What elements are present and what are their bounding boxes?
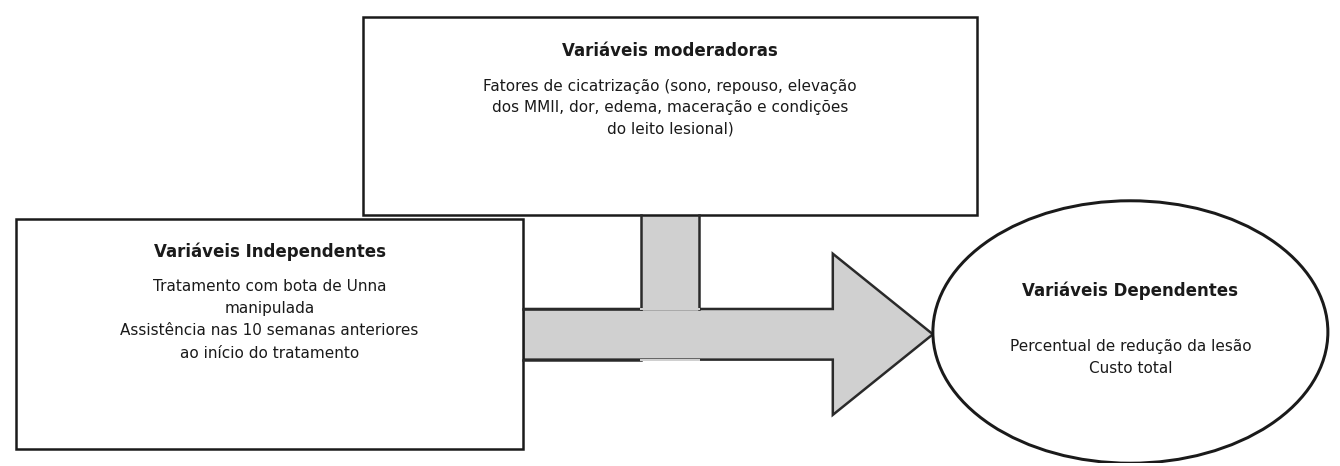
Text: Fatores de cicatrização (sono, repouso, elevação
dos MMII, dor, edema, maceração: Fatores de cicatrização (sono, repouso, … bbox=[484, 79, 856, 137]
Ellipse shape bbox=[933, 201, 1328, 463]
Text: Tratamento com bota de Unna
manipulada
Assistência nas 10 semanas anteriores
ao : Tratamento com bota de Unna manipulada A… bbox=[121, 279, 419, 361]
FancyBboxPatch shape bbox=[16, 219, 523, 449]
Text: Variáveis Dependentes: Variáveis Dependentes bbox=[1022, 281, 1238, 300]
Polygon shape bbox=[523, 254, 933, 415]
Bar bbox=[641, 214, 699, 309]
Text: Percentual de redução da lesão
Custo total: Percentual de redução da lesão Custo tot… bbox=[1009, 339, 1252, 376]
Text: Variáveis Independentes: Variáveis Independentes bbox=[154, 242, 386, 260]
Text: Variáveis moderadoras: Variáveis moderadoras bbox=[561, 42, 779, 60]
FancyBboxPatch shape bbox=[363, 17, 977, 214]
